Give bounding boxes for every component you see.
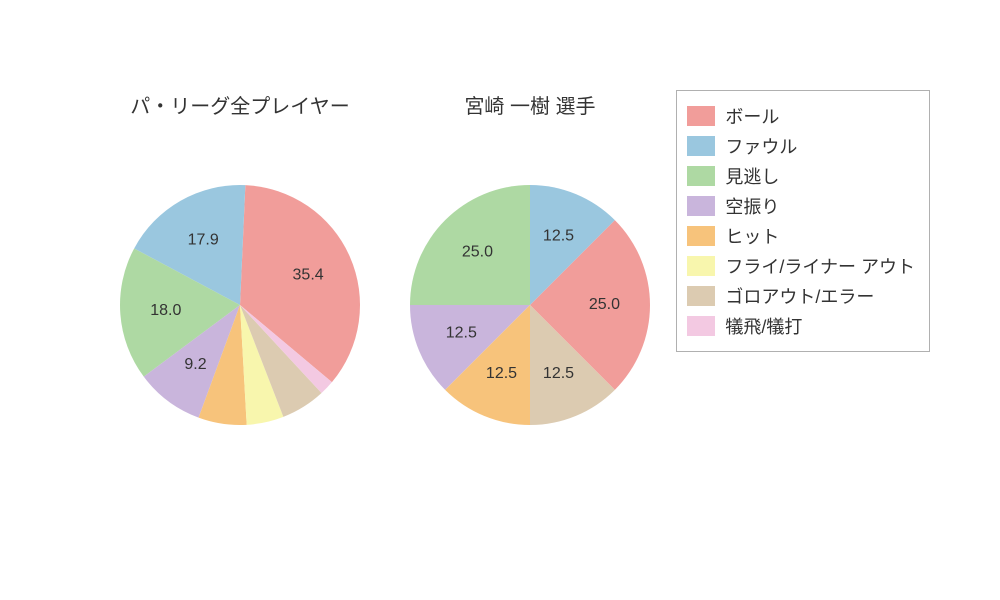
- legend-item-foul: ファウル: [687, 131, 915, 161]
- chart-stage: { "background_color": "#ffffff", "text_c…: [0, 0, 1000, 600]
- legend-label-fly_out: フライ/ライナー アウト: [725, 253, 915, 279]
- legend-item-ball: ボール: [687, 101, 915, 131]
- legend-item-fly_out: フライ/ライナー アウト: [687, 251, 915, 281]
- legend-label-ball: ボール: [725, 103, 779, 129]
- pie-label-league-look: 18.0: [150, 302, 181, 319]
- pie-label-league-ball: 35.4: [293, 266, 324, 283]
- legend-label-look: 見逃し: [725, 163, 779, 189]
- legend-swatch-swing_miss: [687, 196, 715, 216]
- pie-label-player-ground_out: 12.5: [543, 365, 574, 382]
- pie-label-player-foul: 12.5: [543, 228, 574, 245]
- legend-swatch-look: [687, 166, 715, 186]
- pie-chart-league: 35.4 17.9 18.0 9.2: [118, 183, 362, 427]
- legend-swatch-hit: [687, 226, 715, 246]
- legend-item-ground_out: ゴロアウト/エラー: [687, 281, 915, 311]
- pie-label-player-look: 25.0: [462, 244, 493, 261]
- legend-item-sac: 犠飛/犠打: [687, 311, 915, 341]
- legend-item-hit: ヒット: [687, 221, 915, 251]
- pie-chart-player: 25.0 12.5 25.0 12.5 12.5 12.5: [408, 183, 652, 427]
- legend-swatch-ball: [687, 106, 715, 126]
- legend-label-hit: ヒット: [725, 223, 779, 249]
- pie-title-player: 宮崎 一樹 選手: [400, 90, 660, 119]
- pie-label-player-ball: 25.0: [589, 296, 620, 313]
- legend-label-swing_miss: 空振り: [725, 193, 779, 219]
- legend-item-look: 見逃し: [687, 161, 915, 191]
- pie-label-player-hit: 12.5: [486, 365, 517, 382]
- pie-label-league-swing_miss: 9.2: [184, 356, 206, 373]
- legend-swatch-fly_out: [687, 256, 715, 276]
- legend-swatch-foul: [687, 136, 715, 156]
- legend-label-sac: 犠飛/犠打: [725, 313, 802, 339]
- legend-box: ボールファウル見逃し空振りヒットフライ/ライナー アウトゴロアウト/エラー犠飛/…: [676, 90, 930, 352]
- pie-title-league: パ・リーグ全プレイヤー: [110, 90, 370, 119]
- legend-swatch-ground_out: [687, 286, 715, 306]
- pie-label-league-foul: 17.9: [188, 232, 219, 249]
- legend-item-swing_miss: 空振り: [687, 191, 915, 221]
- legend-label-foul: ファウル: [725, 133, 797, 159]
- legend-label-ground_out: ゴロアウト/エラー: [725, 283, 874, 309]
- pie-label-player-swing_miss: 12.5: [446, 325, 477, 342]
- legend-swatch-sac: [687, 316, 715, 336]
